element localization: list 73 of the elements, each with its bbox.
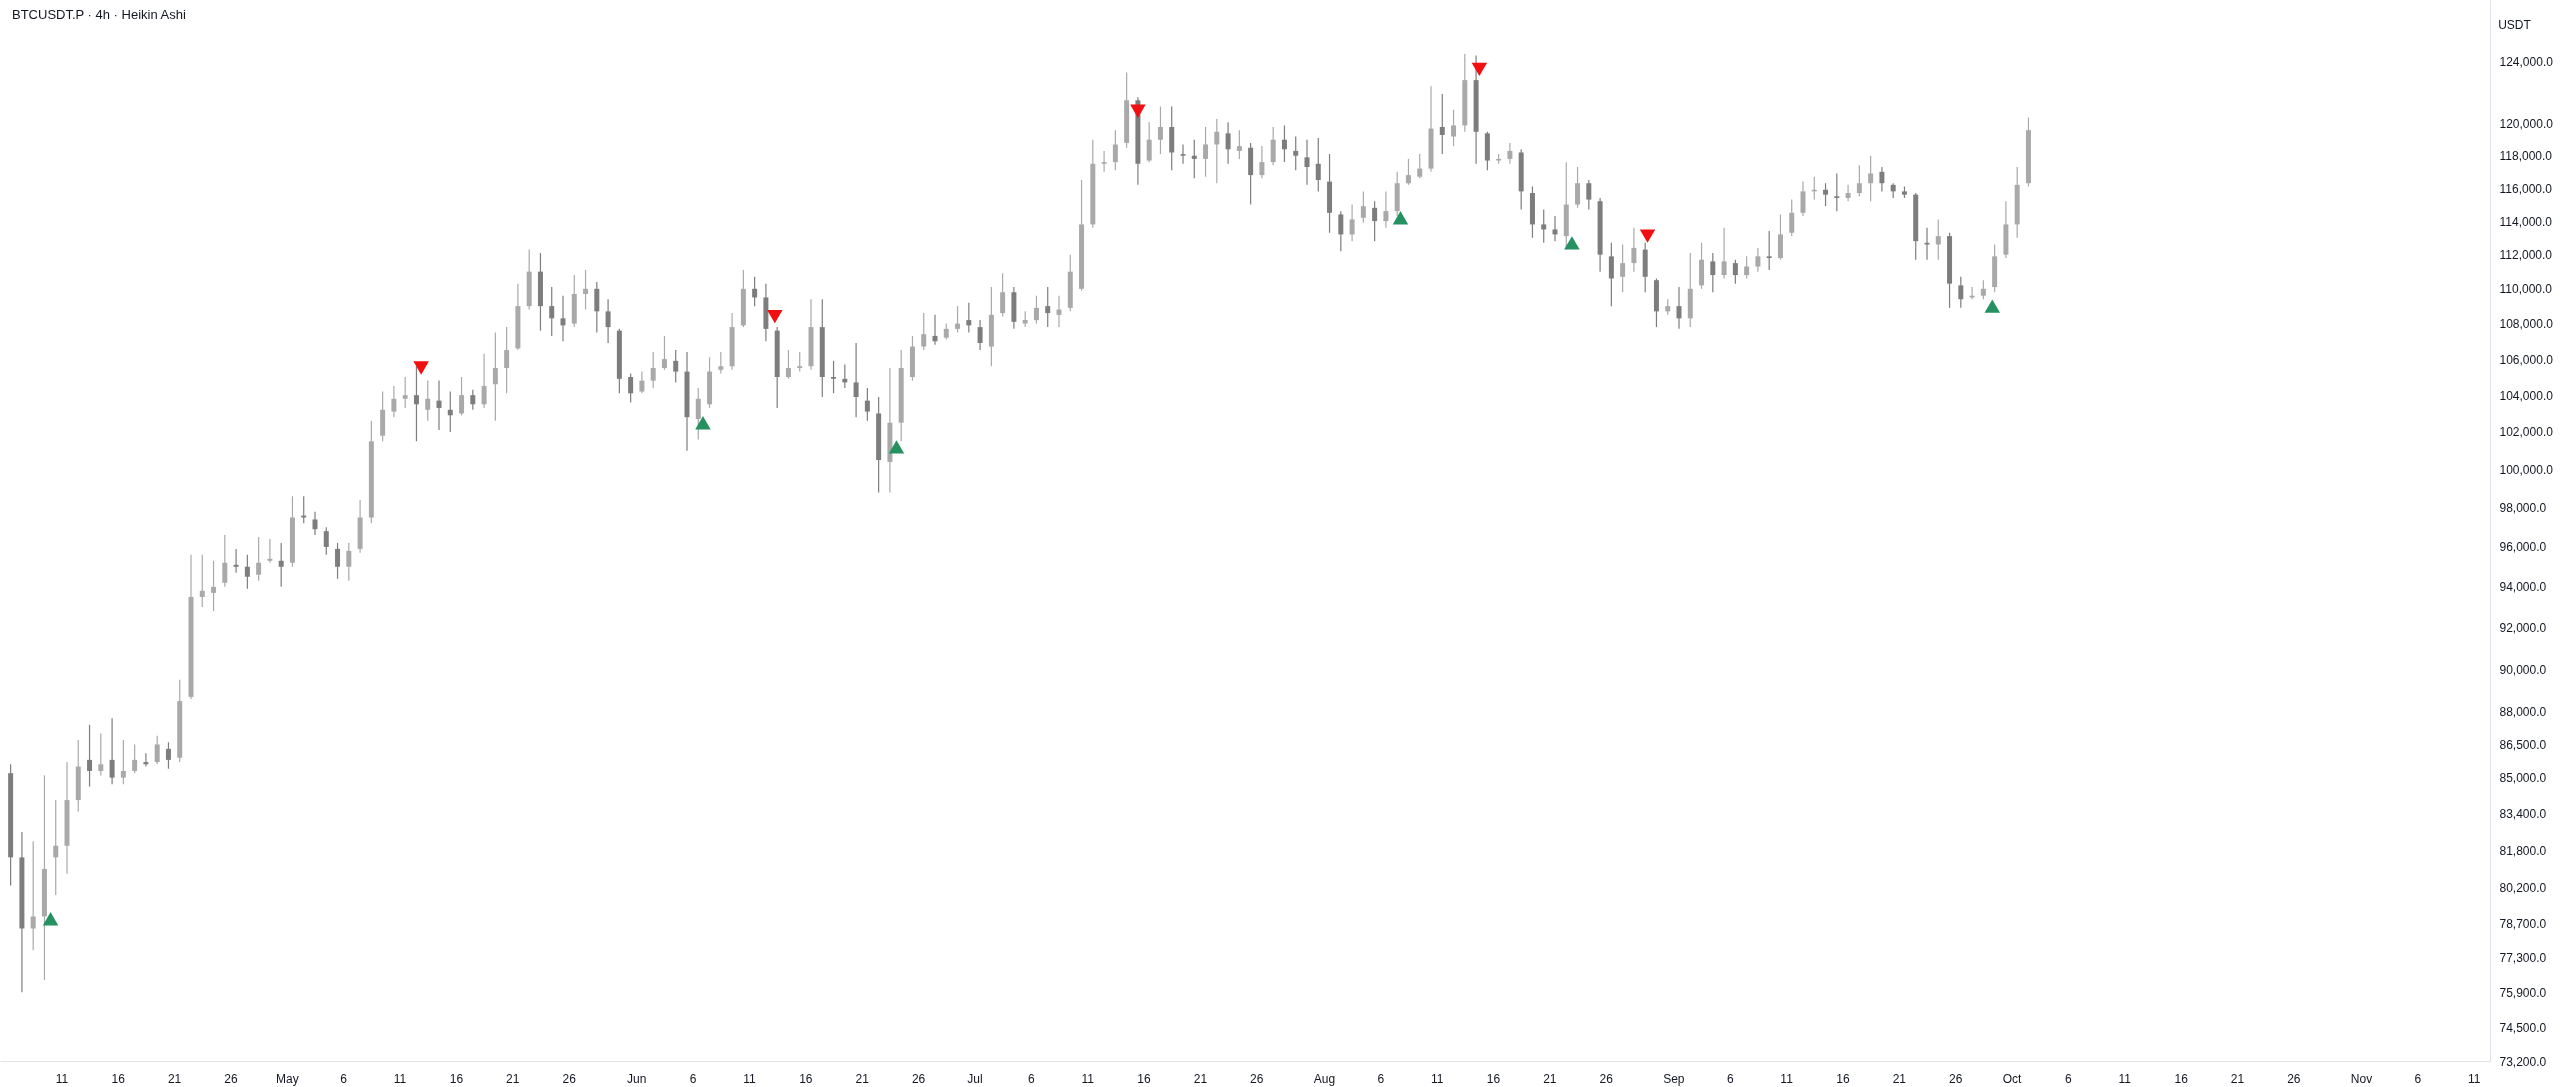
y-tick-label: 85,000.0 — [2499, 771, 2547, 786]
y-tick-label: 88,000.0 — [2499, 705, 2547, 720]
y-tick-label: 118,000.0 — [2499, 149, 2553, 164]
y-tick-label: 114,000.0 — [2499, 214, 2553, 229]
x-tick-label: 16 — [1486, 1071, 1501, 1086]
y-tick-label: 77,300.0 — [2499, 951, 2547, 966]
y-tick-label: 86,500.0 — [2499, 737, 2547, 752]
x-tick-label: May — [275, 1071, 299, 1086]
y-tick-label: 116,000.0 — [2499, 181, 2553, 196]
x-tick-label: 6 — [2065, 1071, 2073, 1086]
x-tick-label: 16 — [1836, 1071, 1850, 1086]
x-tick-label: 26 — [1250, 1071, 1264, 1086]
x-tick-label: 26 — [2287, 1071, 2301, 1086]
x-tick-label: 26 — [1599, 1071, 1614, 1086]
x-tick-label: 11 — [1780, 1071, 1794, 1086]
x-tick-label: 26 — [1949, 1071, 1963, 1086]
x-tick-label: 6 — [1377, 1071, 1385, 1086]
y-tick-label: 74,500.0 — [2499, 1021, 2547, 1036]
y-tick-label: 94,000.0 — [2499, 580, 2547, 595]
x-tick-label: 26 — [562, 1071, 577, 1086]
x-tick-label: Sep — [1663, 1071, 1685, 1086]
y-tick-label: 104,000.0 — [2499, 388, 2554, 403]
x-tick-label: 16 — [111, 1071, 126, 1086]
x-tick-label: 21 — [855, 1071, 870, 1086]
x-tick-label: 21 — [2230, 1071, 2245, 1086]
y-tick-label: 81,800.0 — [2499, 843, 2547, 858]
x-tick-label: Jun — [627, 1071, 647, 1086]
x-tick-label: 6 — [340, 1071, 348, 1086]
x-tick-label: 16 — [449, 1071, 464, 1086]
x-tick-label: 11 — [743, 1071, 757, 1086]
y-tick-label: 110,000.0 — [2499, 282, 2553, 297]
x-tick-label: 16 — [799, 1071, 813, 1086]
y-tick-label: 124,000.0 — [2499, 55, 2554, 70]
y-tick-label: 75,900.0 — [2499, 985, 2547, 1000]
x-tick-label: 16 — [2174, 1071, 2189, 1086]
x-tick-label: Oct — [2002, 1071, 2023, 1086]
x-tick-label: 11 — [1430, 1071, 1444, 1086]
x-tick-label: 11 — [55, 1071, 69, 1086]
y-tick-label: 112,000.0 — [2499, 248, 2553, 263]
y-tick-label: 90,000.0 — [2499, 662, 2547, 677]
x-tick-label: 26 — [224, 1071, 238, 1086]
x-tick-label: 11 — [1081, 1071, 1095, 1086]
x-tick-label: 11 — [2467, 1071, 2481, 1086]
y-axis-title: USDT — [2498, 17, 2532, 32]
x-tick-label: 6 — [689, 1071, 697, 1086]
x-tick-label: 6 — [1726, 1071, 1734, 1086]
x-tick-label: 11 — [2118, 1071, 2132, 1086]
y-tick-label: 120,000.0 — [2499, 117, 2554, 132]
y-tick-label: 96,000.0 — [2499, 540, 2547, 555]
y-tick-label: 102,000.0 — [2499, 425, 2554, 440]
y-tick-label: 80,200.0 — [2499, 881, 2547, 896]
y-tick-label: 83,400.0 — [2499, 807, 2547, 822]
y-tick-label: 98,000.0 — [2499, 501, 2547, 516]
y-tick-label: 106,000.0 — [2499, 352, 2554, 367]
y-tick-label: 108,000.0 — [2499, 317, 2554, 332]
y-tick-label: 73,200.0 — [2499, 1054, 2547, 1069]
x-tick-label: 26 — [911, 1071, 926, 1086]
text: BTCUSDT.P · 4h · Heikin Ashi — [12, 7, 186, 22]
y-tick-label: 100,000.0 — [2499, 463, 2554, 478]
x-tick-label: Jul — [967, 1071, 983, 1086]
y-tick-label: 92,000.0 — [2499, 621, 2547, 636]
x-tick-label: 21 — [167, 1071, 182, 1086]
x-tick-label: Aug — [1313, 1071, 1336, 1086]
x-tick-label: 21 — [506, 1071, 520, 1086]
x-tick-label: 21 — [1193, 1071, 1208, 1086]
x-tick-label: 6 — [1027, 1071, 1035, 1086]
x-tick-label: 21 — [1892, 1071, 1907, 1086]
x-tick-label: 11 — [393, 1071, 407, 1086]
x-tick-label: 16 — [1137, 1071, 1152, 1086]
y-tick-label: 78,700.0 — [2499, 917, 2547, 932]
x-tick-label: Nov — [2350, 1071, 2373, 1086]
x-tick-label: 6 — [2414, 1071, 2422, 1086]
x-tick-label: 21 — [1543, 1071, 1557, 1086]
